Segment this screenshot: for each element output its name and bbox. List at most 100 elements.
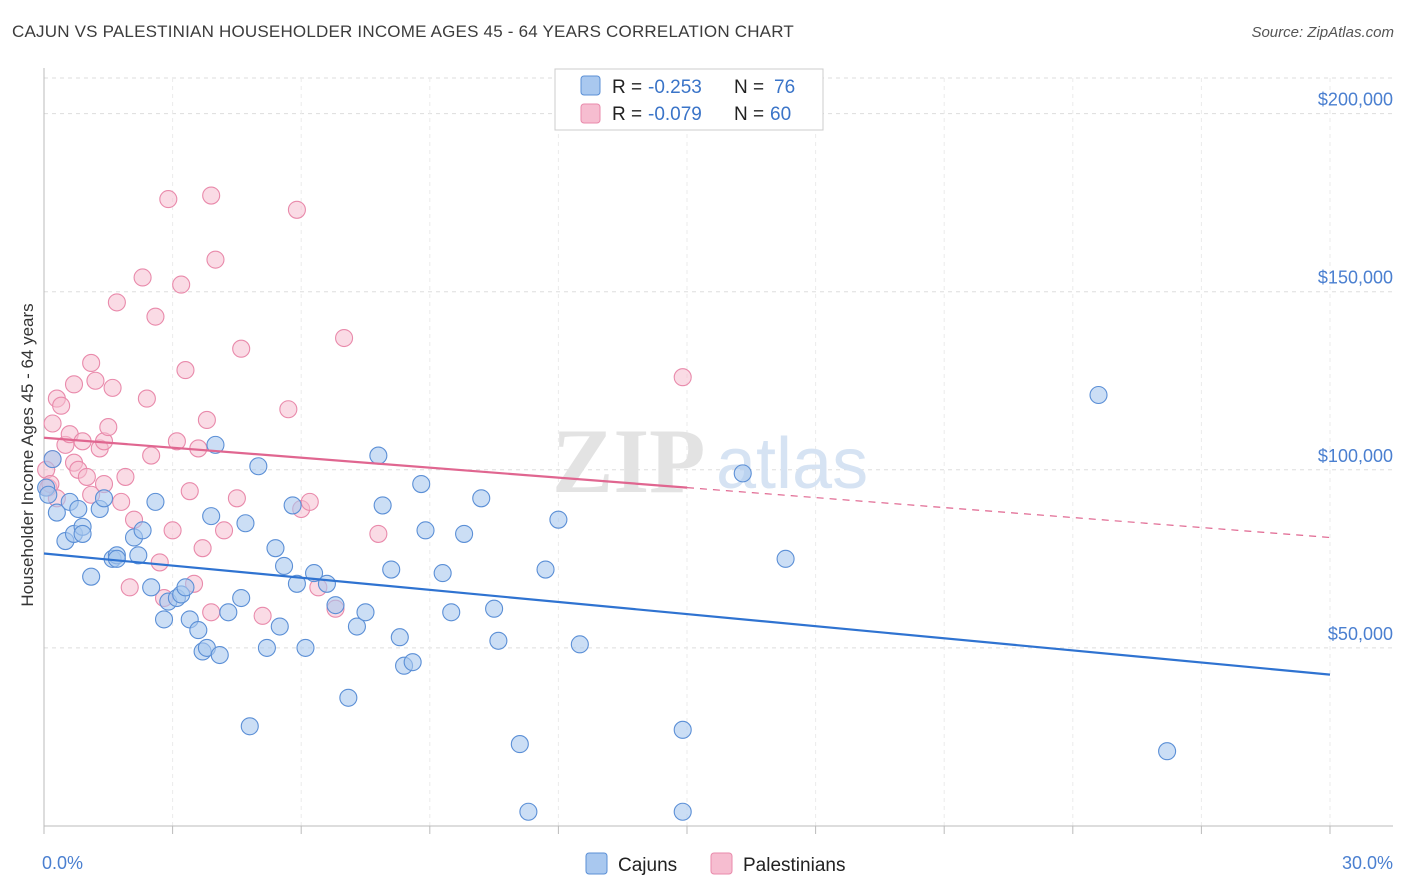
data-point-palestinians: [197, 410, 216, 429]
data-point-cajuns: [283, 496, 302, 515]
data-point-cajuns: [433, 564, 452, 583]
data-point-palestinians: [86, 371, 105, 390]
data-point-cajuns: [347, 617, 366, 636]
legend-n-label: N =: [734, 77, 764, 98]
data-point-palestinians: [133, 268, 152, 287]
data-point-palestinians: [369, 524, 388, 543]
data-point-palestinians: [214, 521, 234, 540]
data-point-cajuns: [472, 489, 491, 508]
data-point-cajuns: [536, 560, 555, 579]
data-point-cajuns: [176, 578, 195, 597]
y-tick-label: $150,000: [1318, 268, 1393, 288]
data-point-cajuns: [232, 588, 251, 608]
data-point-cajuns: [369, 446, 388, 465]
data-point-cajuns: [339, 688, 358, 707]
y-tick-label: $200,000: [1318, 90, 1393, 110]
data-point-palestinians: [150, 553, 169, 572]
data-point-palestinians: [43, 414, 62, 433]
y-axis-label: Householder Income Ages 45 - 64 years: [18, 303, 37, 606]
bottom-legend: Cajuns Palestinians: [585, 852, 845, 876]
data-point-cajuns: [489, 631, 508, 650]
legend-box: R = -0.253 N = 76 R = -0.079 N = 60: [554, 68, 824, 131]
data-point-cajuns: [82, 567, 101, 586]
data-point-cajuns: [733, 464, 752, 483]
data-point-cajuns: [485, 599, 504, 618]
data-point-cajuns: [1089, 385, 1108, 405]
data-point-cajuns: [206, 435, 225, 454]
data-point-cajuns: [455, 524, 474, 543]
data-point-cajuns: [240, 717, 259, 736]
data-point-cajuns: [270, 617, 289, 636]
x-tick-label-max: 30.0%: [1342, 853, 1393, 873]
data-point-cajuns: [275, 556, 294, 576]
data-point-palestinians: [146, 307, 165, 326]
data-point-cajuns: [202, 507, 221, 526]
axes: [43, 68, 1393, 834]
data-point-cajuns: [519, 802, 538, 821]
data-point-cajuns: [403, 653, 422, 672]
data-point-palestinians: [137, 389, 156, 408]
data-point-cajuns: [189, 621, 208, 640]
data-point-palestinians: [120, 578, 139, 597]
data-point-cajuns: [154, 610, 174, 629]
data-point-palestinians: [77, 467, 96, 486]
data-point-cajuns: [73, 524, 92, 543]
data-point-palestinians: [279, 400, 298, 419]
data-point-palestinians: [116, 467, 135, 486]
data-point-cajuns: [373, 496, 392, 515]
data-point-cajuns: [39, 485, 58, 504]
data-point-cajuns: [257, 638, 276, 657]
data-point-palestinians: [107, 293, 126, 312]
cajuns-points: [37, 385, 1177, 821]
legend-n-label: N =: [734, 104, 764, 125]
data-point-cajuns: [1158, 742, 1177, 761]
y-tick-labels: $50,000 $100,000 $150,000 $200,000: [1318, 90, 1393, 644]
data-point-cajuns: [47, 503, 66, 522]
data-point-palestinians: [193, 539, 212, 558]
data-point-palestinians: [287, 200, 306, 219]
data-point-cajuns: [296, 638, 315, 657]
data-point-palestinians: [142, 446, 161, 465]
y-tick-label: $100,000: [1318, 446, 1393, 466]
data-point-palestinians: [180, 482, 199, 501]
data-point-cajuns: [287, 574, 306, 593]
data-point-cajuns: [146, 492, 165, 511]
data-point-cajuns: [673, 720, 692, 739]
trend-lines: [43, 436, 1331, 676]
data-point-cajuns: [390, 628, 409, 647]
data-point-cajuns: [43, 450, 62, 469]
data-point-cajuns: [266, 539, 285, 558]
data-point-cajuns: [776, 549, 795, 568]
data-point-cajuns: [673, 802, 692, 821]
legend-n-value-palestinians: 60: [770, 104, 791, 125]
data-point-cajuns: [570, 635, 589, 654]
data-point-palestinians: [300, 492, 319, 511]
data-point-palestinians: [52, 396, 71, 415]
data-point-cajuns: [210, 645, 229, 665]
watermark-atlas: atlas: [716, 424, 868, 504]
x-tick-label-min: 0.0%: [42, 853, 83, 873]
data-point-palestinians: [82, 353, 101, 373]
bottom-legend-label-cajuns: Cajuns: [618, 855, 677, 876]
data-point-palestinians: [202, 186, 221, 205]
data-point-palestinians: [206, 250, 225, 269]
chart-title: CAJUN VS PALESTINIAN HOUSEHOLDER INCOME …: [12, 22, 794, 41]
legend-r-label: R =: [612, 104, 642, 125]
data-point-palestinians: [64, 375, 84, 394]
data-point-cajuns: [249, 457, 268, 476]
data-point-palestinians: [227, 489, 246, 508]
data-point-palestinians: [673, 368, 692, 387]
bottom-legend-swatch-palestinians: [710, 852, 733, 875]
data-point-cajuns: [549, 510, 568, 529]
data-point-palestinians: [202, 603, 221, 622]
legend-n-value-cajuns: 76: [774, 77, 795, 98]
data-point-cajuns: [356, 603, 375, 622]
data-point-palestinians: [167, 432, 186, 451]
data-point-cajuns: [382, 560, 401, 579]
data-point-palestinians: [163, 521, 182, 540]
trend-line-cajuns: [43, 552, 1331, 676]
legend-r-label: R =: [612, 77, 642, 98]
data-point-cajuns: [305, 564, 324, 583]
bottom-legend-label-palestinians: Palestinians: [743, 855, 845, 876]
data-point-cajuns: [412, 475, 431, 494]
